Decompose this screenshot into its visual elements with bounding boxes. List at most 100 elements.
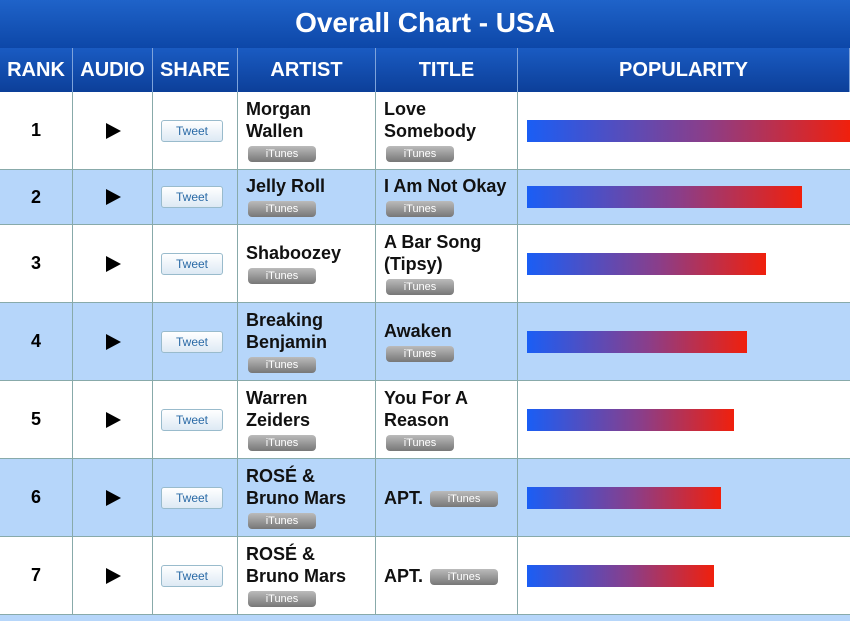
table-header: RANK AUDIO SHARE ARTIST TITLE POPULARITY <box>0 48 850 92</box>
itunes-button[interactable]: iTunes <box>430 568 499 585</box>
rank: 6 <box>30 487 41 507</box>
title-cell: APT. iTunes <box>376 537 518 614</box>
column-header: AUDIO <box>73 48 153 92</box>
popularity-bar <box>527 252 767 275</box>
tweet-button[interactable]: Tweet <box>161 564 223 587</box>
table-row: 4 Tweet Breaking Benjamin iTunes Awaken iTu… <box>0 303 850 381</box>
table-row: 5 Tweet Warren Zeiders iTunes You For A Rea… <box>0 381 850 459</box>
title-block: A Bar Song (Tipsy) iTunes <box>376 231 512 297</box>
itunes-button[interactable]: iTunes <box>248 201 316 218</box>
page-title: Overall Chart - USA <box>0 0 850 48</box>
popularity-bar <box>527 564 715 587</box>
artist-block: Morgan Wallen iTunes <box>238 98 372 164</box>
artist: ROSÉ & Bruno Mars <box>246 465 347 508</box>
audio-cell <box>73 303 153 380</box>
title-cell: A Bar Song (Tipsy) iTunes <box>376 225 518 302</box>
play-button[interactable] <box>104 333 122 351</box>
rank: 4 <box>30 331 41 351</box>
tweet-button[interactable]: Tweet <box>161 252 223 275</box>
itunes-button[interactable]: iTunes <box>248 512 316 529</box>
artist-block: Warren Zeiders iTunes <box>238 387 372 453</box>
audio-cell <box>73 92 153 169</box>
itunes-button[interactable]: iTunes <box>248 356 316 373</box>
rank: 1 <box>30 120 41 140</box>
title-block: Awaken iTunes <box>376 320 512 364</box>
rank: 2 <box>30 186 41 207</box>
itunes-button[interactable]: iTunes <box>430 490 499 507</box>
itunes-button[interactable]: iTunes <box>386 201 454 218</box>
artist-block: Shaboozey iTunes <box>238 242 372 286</box>
play-button[interactable] <box>104 411 122 429</box>
column-header: ARTIST <box>238 48 376 92</box>
artist: Breaking Benjamin <box>246 309 328 352</box>
itunes-button[interactable]: iTunes <box>386 434 454 451</box>
tweet-button[interactable]: Tweet <box>161 408 223 431</box>
popularity-cell <box>518 92 850 169</box>
rank: 5 <box>30 409 41 429</box>
rank-cell: 5 <box>0 381 73 458</box>
table-row: 3 Tweet Shaboozey iTunes A Bar Song (Tipsy)… <box>0 225 850 303</box>
artist-cell: Warren Zeiders iTunes <box>238 381 376 458</box>
rank-cell: 4 <box>0 303 73 380</box>
artist-block: Breaking Benjamin iTunes <box>238 309 372 375</box>
title: Love Somebody <box>384 98 477 141</box>
play-button[interactable] <box>104 188 122 206</box>
share-cell: Tweet <box>153 170 238 224</box>
play-button[interactable] <box>104 255 122 273</box>
play-button[interactable] <box>104 489 122 507</box>
artist-block: ROSÉ & Bruno Mars iTunes <box>238 465 372 531</box>
column-header: SHARE <box>153 48 238 92</box>
popularity-bar <box>527 486 721 509</box>
artist-cell: Jelly Roll iTunes <box>238 170 376 224</box>
share-cell: Tweet <box>153 303 238 380</box>
share-cell: Tweet <box>153 459 238 536</box>
title-cell: APT. iTunes <box>376 459 518 536</box>
rank: 3 <box>30 253 41 273</box>
rank-cell: 7 <box>0 537 73 614</box>
play-button[interactable] <box>104 122 122 140</box>
popularity-cell <box>518 459 850 536</box>
artist-cell: Shaboozey iTunes <box>238 225 376 302</box>
audio-cell <box>73 537 153 614</box>
title-block: Love Somebody iTunes <box>376 98 512 164</box>
column-header: POPULARITY <box>518 48 850 92</box>
title: Awaken <box>384 320 452 341</box>
itunes-button[interactable]: iTunes <box>248 434 316 451</box>
itunes-button[interactable]: iTunes <box>386 278 454 295</box>
tweet-button[interactable]: Tweet <box>161 186 223 208</box>
tweet-button[interactable]: Tweet <box>161 486 223 509</box>
popularity-cell <box>518 303 850 380</box>
artist-cell: ROSÉ & Bruno Mars iTunes <box>238 459 376 536</box>
artist: ROSÉ & Bruno Mars <box>246 543 347 586</box>
title-block: APT. iTunes <box>376 565 512 587</box>
itunes-button[interactable]: iTunes <box>248 590 316 607</box>
title-cell: I Am Not Okay iTunes <box>376 170 518 224</box>
table-row: 6 Tweet ROSÉ & Bruno Mars iTunes APT. iTune… <box>0 459 850 537</box>
tweet-button[interactable]: Tweet <box>161 119 223 142</box>
title-cell: Love Somebody iTunes <box>376 92 518 169</box>
popularity-bar <box>527 330 747 353</box>
popularity-cell <box>518 537 850 614</box>
popularity-cell <box>518 225 850 302</box>
table-row: 2 Tweet Jelly Roll iTunes I Am Not Okay iTu… <box>0 170 850 225</box>
itunes-button[interactable]: iTunes <box>386 345 454 362</box>
title: I Am Not Okay <box>384 176 507 196</box>
rank: 7 <box>30 565 41 585</box>
title-block: You For A Reason iTunes <box>376 387 512 453</box>
column-header: RANK <box>0 48 73 92</box>
title: A Bar Song (Tipsy) <box>384 231 482 274</box>
rank-cell: 6 <box>0 459 73 536</box>
tweet-button[interactable]: Tweet <box>161 330 223 353</box>
itunes-button[interactable]: iTunes <box>386 145 454 162</box>
itunes-button[interactable]: iTunes <box>248 145 316 162</box>
title: You For A Reason <box>384 387 468 430</box>
audio-cell <box>73 459 153 536</box>
audio-cell <box>73 381 153 458</box>
popularity-cell <box>518 170 850 224</box>
column-header: TITLE <box>376 48 518 92</box>
title: APT. <box>384 487 424 508</box>
audio-cell <box>73 225 153 302</box>
itunes-button[interactable]: iTunes <box>248 267 316 284</box>
play-button[interactable] <box>104 567 122 585</box>
